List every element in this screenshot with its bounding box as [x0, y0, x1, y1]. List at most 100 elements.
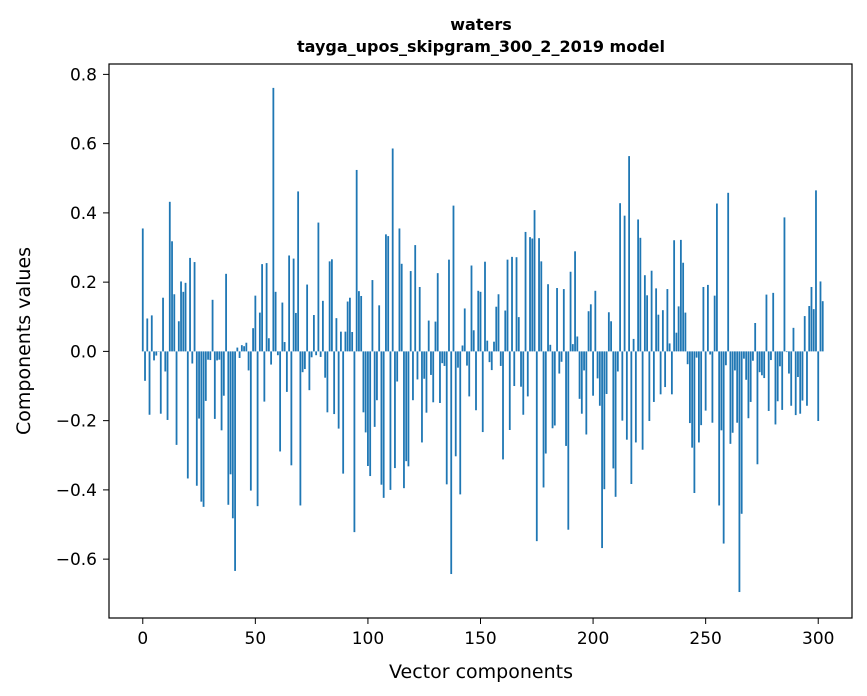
bar [770, 351, 772, 361]
bar [603, 351, 606, 490]
bar [326, 351, 329, 413]
bar [812, 309, 815, 352]
bar [499, 351, 502, 366]
bar [173, 294, 176, 352]
bar [565, 351, 567, 446]
bar [229, 351, 232, 475]
plot-frame [108, 63, 853, 619]
bar [598, 351, 601, 406]
bar [673, 240, 676, 352]
bar [189, 257, 191, 352]
bar [265, 263, 268, 352]
bar [666, 289, 669, 352]
bar [211, 299, 214, 352]
bar [718, 351, 721, 506]
bar [225, 273, 227, 352]
bar [808, 306, 811, 352]
bar [227, 351, 230, 505]
bar [171, 241, 173, 352]
y-tick-label: 0.8 [70, 65, 97, 85]
bar [756, 351, 759, 465]
bar [315, 351, 318, 356]
bar [439, 351, 441, 403]
bar [695, 351, 698, 358]
bar [200, 351, 203, 502]
bar [517, 317, 520, 352]
bar [567, 351, 570, 530]
bar [416, 351, 419, 380]
bar [819, 281, 822, 352]
bar [234, 351, 236, 571]
bar [630, 351, 633, 484]
bar [249, 351, 252, 491]
bar [195, 351, 198, 486]
bar [193, 262, 196, 352]
bar [202, 351, 205, 507]
bar [182, 291, 185, 352]
bar [698, 351, 700, 443]
bar [423, 351, 426, 379]
bar [454, 351, 457, 457]
bar [533, 210, 536, 352]
bar [414, 245, 417, 352]
bar [308, 351, 311, 391]
bar [670, 351, 673, 395]
bar [522, 351, 525, 415]
bar [324, 351, 327, 378]
bar [198, 351, 200, 419]
bar [747, 351, 750, 419]
bar [346, 301, 349, 352]
bar [779, 351, 781, 367]
bar [484, 261, 486, 352]
bar [191, 351, 194, 364]
bar [720, 351, 723, 431]
bar [493, 341, 495, 352]
bar [587, 311, 590, 352]
bar [344, 331, 347, 352]
bar [409, 271, 412, 352]
bar [623, 215, 626, 352]
bar [713, 295, 716, 352]
bar [340, 331, 342, 352]
bar [186, 351, 189, 479]
bar [276, 351, 279, 356]
bar [758, 351, 761, 373]
bars-group [141, 87, 824, 593]
bar [355, 169, 358, 352]
bar [817, 351, 820, 421]
bar [578, 351, 581, 399]
bar [657, 314, 660, 352]
bar [574, 251, 576, 352]
bar [749, 351, 752, 402]
bar [353, 351, 356, 533]
y-axis-ticks: −0.6 −0.4 −0.2 0.0 0.2 0.4 0.6 0.8 [56, 65, 109, 570]
y-tick-label: 0.2 [70, 273, 97, 293]
bar [616, 351, 619, 372]
bar [333, 351, 336, 415]
bar [168, 201, 171, 352]
bar [661, 310, 664, 352]
bar [459, 351, 462, 495]
bar [594, 290, 597, 352]
x-axis-label: Vector components [389, 661, 573, 683]
bar [407, 351, 410, 467]
bar [436, 273, 439, 352]
bar [727, 192, 730, 352]
bar [806, 351, 808, 406]
bar [358, 291, 360, 352]
bar [349, 297, 351, 352]
bar [405, 351, 408, 462]
bar [569, 271, 572, 352]
bar [263, 351, 266, 402]
x-axis-ticks: 0 50 100 150 200 250 300 [137, 618, 834, 649]
bar [508, 351, 511, 430]
bar [524, 231, 527, 352]
bar [558, 351, 561, 374]
bar [668, 343, 671, 352]
bar [634, 351, 637, 443]
bar [515, 257, 518, 352]
bar [240, 345, 243, 352]
bar [702, 286, 705, 352]
bar [632, 338, 635, 352]
bar [556, 288, 558, 352]
